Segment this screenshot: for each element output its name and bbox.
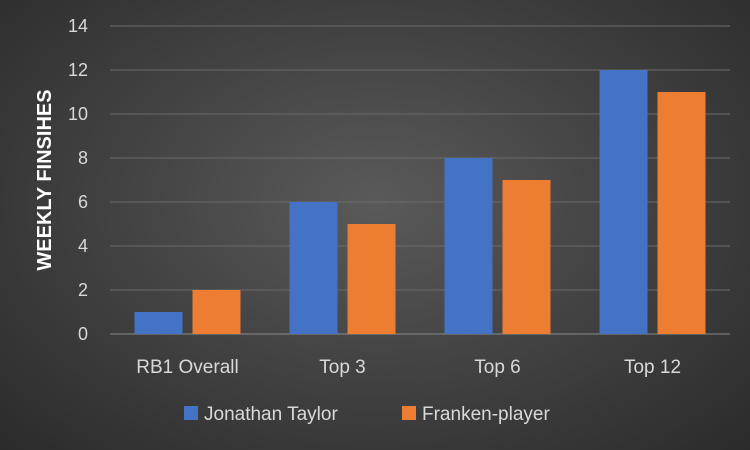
y-tick-label: 4	[78, 236, 88, 256]
bar-jonathan-taylor-top-6	[444, 158, 493, 334]
legend-swatch	[184, 406, 198, 420]
y-tick-label: 2	[78, 280, 88, 300]
bar-jonathan-taylor-rb1-overall	[134, 312, 183, 334]
y-tick-label: 8	[78, 148, 88, 168]
y-tick-label: 12	[68, 60, 88, 80]
bar-franken-player-top-6	[502, 180, 551, 334]
bar-franken-player-top-12	[657, 92, 706, 334]
legend-label: Jonathan Taylor	[204, 404, 338, 425]
y-axis-ticks: 0 2 4 6 8 10 12 14	[68, 16, 88, 344]
x-category-label: Top 6	[474, 357, 520, 378]
x-category-label: Top 3	[319, 357, 365, 378]
x-category-label: Top 12	[624, 357, 681, 378]
bar-layer	[134, 70, 706, 334]
legend-label: Franken-player	[422, 404, 550, 425]
bar-franken-player-top-3	[347, 224, 396, 334]
y-tick-label: 0	[78, 324, 88, 344]
y-tick-label: 10	[68, 104, 88, 124]
y-axis-title: WEEKLY FINSIHES	[34, 89, 56, 270]
bar-jonathan-taylor-top-12	[599, 70, 648, 334]
bar-jonathan-taylor-top-3	[289, 202, 338, 334]
x-category-label: RB1 Overall	[136, 357, 238, 378]
bar-franken-player-rb1-overall	[192, 290, 241, 334]
y-tick-label: 14	[68, 16, 88, 36]
legend-swatch	[402, 406, 416, 420]
legend: Jonathan Taylor Franken-player	[184, 404, 550, 425]
x-axis-categories: RB1 Overall Top 3 Top 6 Top 12	[136, 357, 681, 378]
y-tick-label: 6	[78, 192, 88, 212]
